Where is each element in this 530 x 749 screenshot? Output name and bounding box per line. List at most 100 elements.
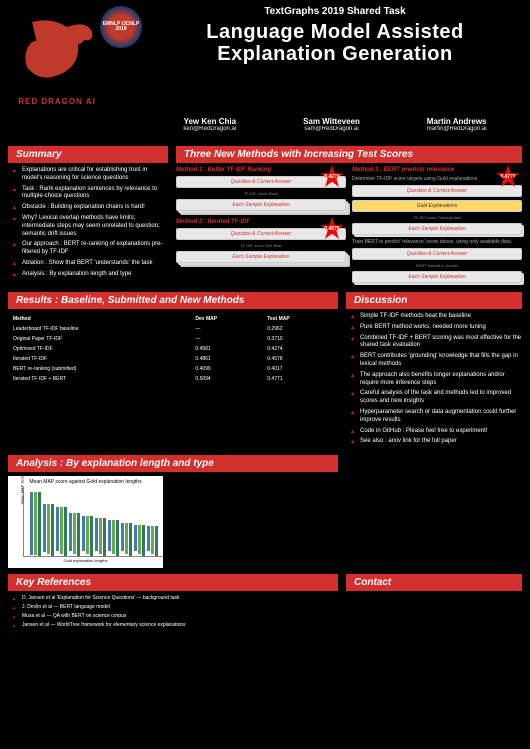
discussion-section: Discussion Simple TF-IDF methods beat th…: [346, 292, 522, 449]
discussion-item: Pure BERT method works, needed more tuni…: [350, 324, 522, 332]
bar: [86, 516, 89, 554]
method-3-expl-box: Each Sample Explanation: [352, 223, 522, 235]
bar: [142, 525, 145, 557]
row-1: Summary Explanations are critical for es…: [8, 146, 522, 286]
summary-item: Why? Lexical overlap methods have limits…: [12, 215, 168, 238]
discussion-list: Simple TF-IDF methods beat the baseline P…: [346, 313, 522, 446]
bar: [77, 513, 80, 556]
method-col-left: Method 1 : Better TF-IDF Ranking 0.4274 …: [176, 167, 346, 286]
bar: [34, 492, 37, 555]
bar: [116, 520, 119, 556]
chart-title: Mean MAP score against Gold explanation …: [11, 479, 160, 485]
table-row: BERT re-ranking (submitted)0.40990.4017: [10, 365, 336, 373]
bar-group: [69, 513, 80, 556]
table-cell: 0.4861: [192, 355, 262, 363]
bar: [129, 523, 132, 556]
bar: [43, 504, 46, 552]
content: Summary Explanations are critical for es…: [0, 140, 530, 749]
table-cell: Method: [10, 315, 190, 323]
bar: [69, 513, 72, 551]
discussion-item: Simple TF-IDF methods beat the baseline: [350, 313, 522, 321]
method-2: Method 2 : Iterated TF-IDF 0.4576 Questi…: [176, 219, 346, 263]
contact-section: Contact: [346, 574, 522, 631]
table-cell: 0.4274: [264, 345, 336, 353]
table-cell: 0.4099: [192, 365, 262, 373]
table-cell: 0.2962: [264, 325, 336, 333]
table-cell: 0.4771: [264, 375, 336, 383]
table-cell: Iterated TF-IDF + BERT: [10, 375, 190, 383]
bar: [138, 525, 141, 554]
method-3: Method 3 : BERT predicts relevance 0.477…: [352, 167, 522, 286]
bar: [103, 518, 106, 557]
analysis-title: Analysis : By explanation length and typ…: [8, 455, 338, 472]
bar: [47, 504, 50, 555]
author-1-name: Yew Ken Chia: [183, 117, 236, 126]
chart-ylabel: Mean MAP Score: [20, 473, 25, 504]
method-2-header: Method 2 : Iterated TF-IDF: [176, 219, 346, 225]
title-line2: Explanation Generation: [150, 43, 520, 65]
bar: [90, 516, 93, 556]
summary-list: Explanations are critical for establishi…: [8, 167, 168, 279]
discussion-item: BERT contributes 'grounding' knowledge t…: [350, 353, 522, 369]
methods-area: Method 1 : Better TF-IDF Ranking 0.4274 …: [176, 167, 522, 286]
method-2-label: TF-IDF score Pick Best: [176, 243, 346, 248]
bar: [134, 525, 137, 551]
author-1: Yew Ken Chia ken@RedDragon.ai: [183, 117, 236, 132]
table-row: MethodDev MAPTest MAP: [10, 315, 336, 323]
bar: [108, 520, 111, 551]
method-3-qa2-box: Question & Correct Answer: [352, 248, 522, 260]
header: RED DRAGON AI EMNLP IJCNLP 2019 TextGrap…: [0, 0, 530, 140]
references-title: Key References: [8, 574, 338, 591]
summary-item: Task : Rank explanation sentences by rel…: [12, 186, 168, 202]
method-3-gold-box: Gold Explanations: [352, 200, 522, 212]
reference-item: Jansen et al — WorldTree framework for e…: [12, 622, 338, 629]
discussion-item: The approach also benefits longer explan…: [350, 372, 522, 388]
discussion-item: Hyperparameter search or data augmentati…: [350, 409, 522, 425]
bar: [112, 520, 115, 553]
bar: [151, 526, 154, 553]
discussion-item: Careful analysis of the task and methods…: [350, 390, 522, 406]
author-2-email: sam@RedDragon.ai: [303, 126, 360, 132]
row-3: Analysis : By explanation length and typ…: [8, 455, 522, 568]
bar: [99, 518, 102, 554]
table-cell: 0.4581: [192, 345, 262, 353]
row-2: Results : Baseline, Submitted and New Me…: [8, 292, 522, 449]
shared-task-label: TextGraphs 2019 Shared Task: [150, 6, 520, 17]
bar: [82, 516, 85, 551]
results-table: MethodDev MAPTest MAP Leaderboard TF-IDF …: [8, 313, 338, 385]
methods-title: Three New Methods with Increasing Test S…: [176, 146, 522, 163]
analysis-section: Analysis : By explanation length and typ…: [8, 455, 338, 568]
table-cell: 0.5094: [192, 375, 262, 383]
discussion-continued: [346, 455, 522, 568]
discussion-item: Code in GitHub : Please feel free to exp…: [350, 428, 522, 436]
bar: [60, 507, 63, 553]
table-row: Iterated TF-IDF + BERT0.50940.4771: [10, 375, 336, 383]
table-row: Iterated TF-IDF0.48610.4576: [10, 355, 336, 363]
method-1-expl-box: Each Sample Explanation: [176, 199, 346, 211]
bar-group: [56, 507, 67, 556]
row-4: Key References D. Jansen et al 'Explanat…: [8, 574, 522, 631]
bar-group: [134, 525, 145, 557]
chart-plot: Mean MAP Score: [23, 487, 163, 557]
summary-item: Analysis : By explanation length and typ…: [12, 271, 168, 279]
table-row: Leaderboard TF-IDF baseline—0.2962: [10, 325, 336, 333]
title-line1: Language Model Assisted: [150, 21, 520, 43]
table-cell: —: [192, 325, 262, 333]
references-list: D. Jansen et al 'Explanation for Science…: [8, 595, 338, 629]
method-3-expl2-box: Each Sample Explanation: [352, 271, 522, 283]
dragon-logo-icon: [12, 12, 102, 92]
table-cell: Test MAP: [264, 315, 336, 323]
bar: [51, 504, 54, 557]
table-cell: Iterated TF-IDF: [10, 355, 190, 363]
author-2-name: Sam Witteveen: [303, 117, 360, 126]
results-section: Results : Baseline, Submitted and New Me…: [8, 292, 338, 449]
table-cell: Leaderboard TF-IDF baseline: [10, 325, 190, 333]
method-2-qa-box: Question & Correct Answer: [176, 228, 346, 240]
method-3-desc: Determine TF-IDF score targets using Gol…: [352, 176, 522, 182]
header-text: TextGraphs 2019 Shared Task Language Mod…: [150, 6, 520, 65]
table-cell: Original Paper TF-IDF: [10, 335, 190, 343]
bar-group: [95, 518, 106, 557]
bar: [125, 523, 128, 554]
summary-item: Ablation : Show that BERT 'understands' …: [12, 260, 168, 268]
conf-badge-text: EMNLP IJCNLP 2019: [100, 22, 142, 32]
